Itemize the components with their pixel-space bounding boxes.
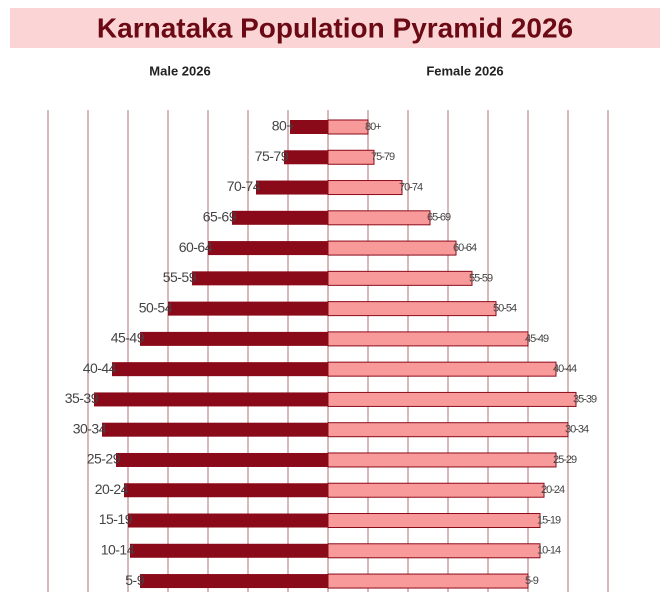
female-category-label: 55-59 [469,272,493,284]
female-category-label: 35-39 [573,393,597,405]
female-bar [327,149,375,165]
female-category-label: 80+ [365,121,381,133]
male-category-label: 15-19 [99,511,133,527]
female-category-label: 60-64 [453,242,477,254]
female-bar [327,240,457,256]
male-bar [140,574,328,589]
male-bar [192,271,328,286]
male-bar [232,210,328,225]
title-band [10,8,660,48]
female-category-label: 65-69 [427,212,451,224]
male-category-label: 65-69 [203,209,237,225]
male-bar [128,513,328,528]
female-bar [327,391,577,407]
female-category-label: 15-19 [537,514,561,526]
male-bar [130,543,328,558]
male-category-label: 20-24 [95,481,129,497]
male-category-label: 45-49 [111,330,145,346]
female-bar [327,573,529,589]
male-bar [140,331,328,346]
female-bar [327,210,431,226]
male-bar [208,241,328,256]
female-category-label: 40-44 [553,363,577,375]
male-bar [116,452,328,467]
male-category-label: 55-59 [163,269,197,285]
female-category-label: 5-9 [525,575,539,587]
male-category-label: 40-44 [83,360,117,376]
female-bar [327,270,473,286]
female-bar [327,331,529,347]
male-bar [284,150,328,165]
male-category-label: 75-79 [255,148,289,164]
female-bar [327,422,569,438]
male-bar [168,301,328,316]
male-category-label: 80+ [272,118,295,134]
male-bar [290,120,328,134]
female-bar [327,361,557,377]
female-bar [327,180,403,196]
male-category-label: 30-34 [73,420,107,436]
female-category-label: 30-34 [565,424,589,436]
male-category-label: 5-9 [125,572,144,588]
male-bar [124,483,328,498]
female-category-label: 50-54 [493,303,517,315]
female-category-label: 45-49 [525,333,549,345]
legend-male: Male 2026 [149,63,210,78]
legend-female: Female 2026 [426,63,503,78]
female-bar [327,513,541,529]
female-category-label: 25-29 [553,454,577,466]
female-category-label: 20-24 [541,484,565,496]
female-bar [327,452,557,468]
male-bar [112,362,328,377]
female-category-label: 75-79 [371,151,395,163]
female-category-label: 70-74 [399,181,423,193]
female-bar [327,543,541,559]
female-bar [327,301,497,317]
male-bar [256,180,328,195]
male-bar [102,422,328,437]
female-bar [327,482,545,498]
male-category-label: 70-74 [227,178,261,194]
male-category-label: 25-29 [87,451,121,467]
male-category-label: 60-64 [179,239,213,255]
female-category-label: 10-14 [537,545,561,557]
male-category-label: 10-14 [101,541,135,557]
female-bar [327,119,369,135]
chart-title: Karnataka Population Pyramid 2026 [97,12,573,43]
male-category-label: 35-39 [65,390,99,406]
male-bar [94,392,328,407]
male-category-label: 50-54 [139,299,173,315]
